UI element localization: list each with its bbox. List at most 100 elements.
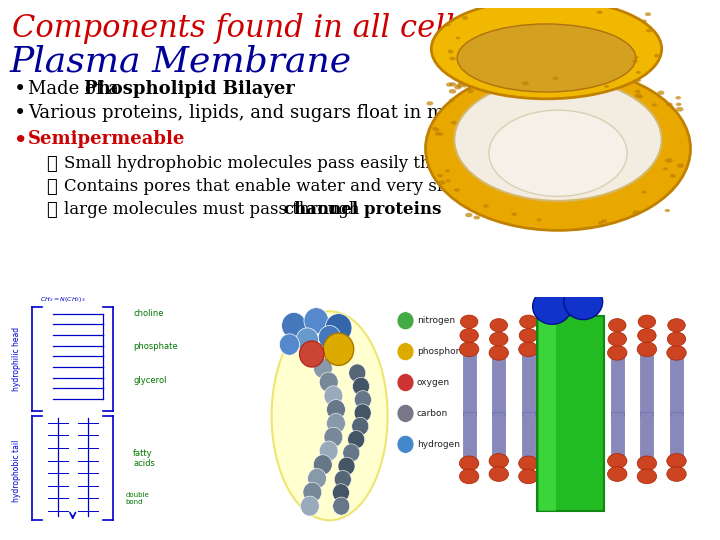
Circle shape (354, 404, 371, 422)
Ellipse shape (549, 319, 567, 332)
Ellipse shape (511, 212, 517, 216)
Ellipse shape (454, 85, 462, 90)
Ellipse shape (520, 315, 537, 328)
Ellipse shape (608, 332, 626, 346)
Ellipse shape (608, 346, 627, 360)
Circle shape (348, 430, 364, 449)
Circle shape (323, 333, 354, 366)
Ellipse shape (635, 90, 641, 93)
Text: phosphorus: phosphorus (417, 347, 469, 356)
Ellipse shape (454, 188, 460, 192)
Text: ✓: ✓ (46, 178, 57, 196)
Ellipse shape (637, 456, 657, 471)
Text: Semipermeable: Semipermeable (28, 130, 185, 148)
Circle shape (313, 455, 332, 475)
Ellipse shape (549, 332, 567, 346)
Ellipse shape (474, 215, 480, 220)
Ellipse shape (601, 219, 607, 223)
Text: Small hydrophobic molecules pass easily through: Small hydrophobic molecules pass easily … (64, 155, 481, 172)
Ellipse shape (663, 167, 668, 171)
Ellipse shape (632, 60, 638, 63)
Text: Components found in all cells: Components found in all cells (12, 13, 470, 44)
Ellipse shape (459, 469, 479, 484)
Ellipse shape (597, 10, 603, 14)
Ellipse shape (578, 456, 598, 471)
Ellipse shape (549, 467, 568, 481)
Bar (463, 349, 476, 416)
Ellipse shape (675, 96, 681, 99)
Ellipse shape (518, 342, 538, 356)
Text: Contains pores that enable water and very small ions to pass through: Contains pores that enable water and ver… (64, 178, 650, 195)
Text: hydrophilic head: hydrophilic head (12, 327, 21, 391)
Text: phosphate: phosphate (133, 342, 178, 352)
Ellipse shape (518, 456, 538, 471)
Ellipse shape (634, 56, 639, 59)
Ellipse shape (451, 121, 456, 125)
Bar (581, 349, 594, 416)
Circle shape (300, 341, 324, 367)
Ellipse shape (519, 328, 538, 342)
Text: carbon: carbon (417, 409, 448, 418)
Ellipse shape (667, 332, 685, 346)
Circle shape (296, 328, 318, 352)
Circle shape (318, 326, 341, 349)
Ellipse shape (456, 37, 460, 39)
Ellipse shape (665, 209, 670, 212)
Circle shape (397, 342, 414, 361)
Ellipse shape (667, 454, 686, 468)
Ellipse shape (636, 71, 641, 74)
Ellipse shape (460, 315, 478, 328)
Ellipse shape (670, 174, 676, 178)
Bar (463, 412, 476, 458)
Ellipse shape (677, 163, 684, 168)
Bar (611, 412, 624, 458)
Ellipse shape (604, 85, 609, 88)
Ellipse shape (448, 50, 454, 53)
Ellipse shape (552, 77, 558, 80)
Ellipse shape (518, 469, 538, 484)
Ellipse shape (632, 210, 640, 215)
Ellipse shape (667, 346, 686, 360)
Bar (670, 349, 683, 416)
Ellipse shape (467, 89, 474, 93)
Ellipse shape (637, 469, 657, 484)
Ellipse shape (465, 213, 472, 217)
Ellipse shape (636, 79, 641, 82)
Circle shape (334, 470, 351, 489)
Ellipse shape (667, 319, 685, 332)
Ellipse shape (457, 24, 636, 92)
Circle shape (319, 441, 338, 461)
Ellipse shape (449, 89, 456, 93)
Text: channel proteins: channel proteins (284, 201, 441, 218)
Ellipse shape (666, 103, 672, 106)
Text: Phospholipid Bilayer: Phospholipid Bilayer (84, 80, 295, 98)
Ellipse shape (638, 315, 656, 328)
Ellipse shape (578, 469, 598, 484)
Bar (492, 349, 505, 416)
Circle shape (397, 312, 414, 330)
Ellipse shape (483, 204, 489, 208)
Circle shape (333, 484, 349, 502)
Ellipse shape (634, 93, 642, 98)
Circle shape (313, 359, 333, 378)
Ellipse shape (445, 23, 451, 26)
Ellipse shape (459, 342, 479, 356)
Ellipse shape (608, 319, 626, 332)
Ellipse shape (456, 83, 464, 87)
Text: large molecules must pass through: large molecules must pass through (64, 201, 365, 218)
Ellipse shape (489, 110, 627, 197)
Ellipse shape (431, 0, 662, 99)
Ellipse shape (642, 191, 647, 194)
Circle shape (304, 308, 328, 334)
Circle shape (324, 386, 343, 406)
Text: choline: choline (133, 309, 163, 318)
Ellipse shape (458, 82, 464, 85)
Ellipse shape (489, 346, 508, 360)
Ellipse shape (454, 78, 662, 201)
Ellipse shape (608, 454, 627, 468)
Ellipse shape (676, 103, 682, 106)
Ellipse shape (446, 179, 451, 183)
Ellipse shape (676, 107, 683, 112)
Ellipse shape (435, 132, 441, 136)
Circle shape (300, 496, 319, 516)
